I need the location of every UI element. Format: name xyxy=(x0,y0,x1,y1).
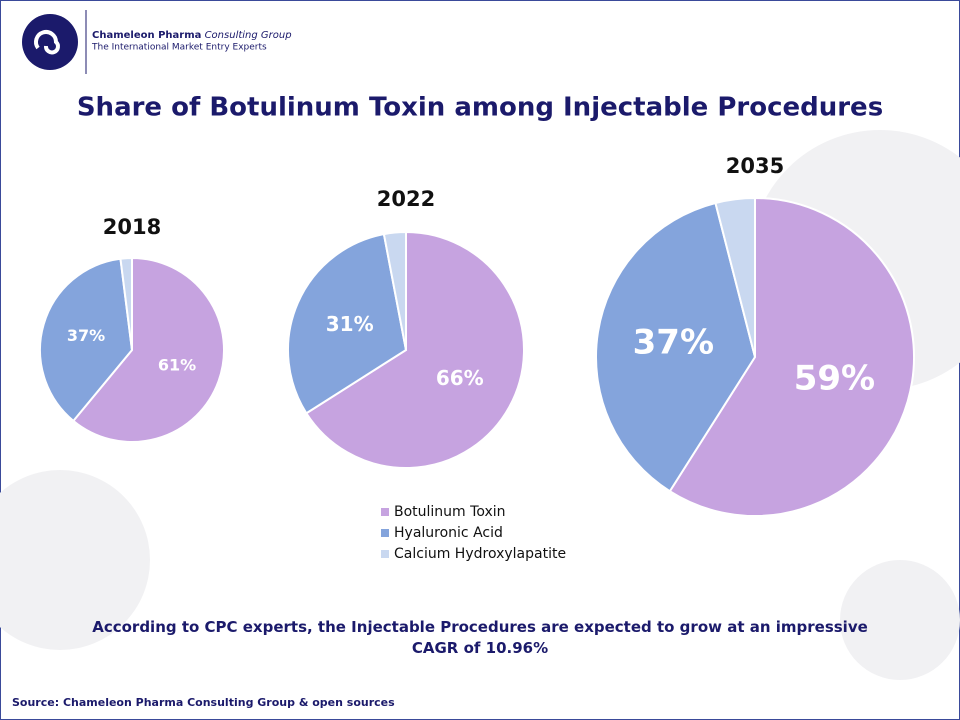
data-label: 37% xyxy=(633,323,714,363)
data-label: 61% xyxy=(158,356,196,375)
company-italic: Consulting Group xyxy=(205,30,292,41)
legend-swatch xyxy=(381,550,389,558)
pie-title: 2022 xyxy=(377,187,435,211)
pie-slice xyxy=(304,230,525,469)
pie-title: 2018 xyxy=(103,215,161,239)
pie-title: 2035 xyxy=(726,154,784,178)
pie-slice xyxy=(71,256,225,443)
data-label: 66% xyxy=(436,366,484,390)
data-label: 37% xyxy=(67,326,105,345)
pie-slice xyxy=(39,257,134,423)
pie-slice xyxy=(714,196,756,358)
company-bold: Chameleon Pharma xyxy=(92,30,201,41)
tagline: The International Market Entry Experts xyxy=(91,43,267,53)
pie-slice xyxy=(382,230,407,351)
pie-slice xyxy=(119,256,133,351)
legend-swatch xyxy=(381,529,389,537)
data-label: 31% xyxy=(326,312,374,336)
legend-label: Calcium Hydroxylapatite xyxy=(394,546,566,562)
logo xyxy=(22,10,87,74)
legend-label: Botulinum Toxin xyxy=(394,504,506,520)
source: Source: Chameleon Pharma Consulting Grou… xyxy=(12,696,395,709)
legend-swatch xyxy=(381,508,389,516)
data-label: 59% xyxy=(794,359,875,399)
legend-label: Hyaluronic Acid xyxy=(394,525,503,541)
note-line: According to CPC experts, the Injectable… xyxy=(92,618,868,636)
slide-title: Share of Botulinum Toxin among Injectabl… xyxy=(77,93,883,123)
pie-slice xyxy=(595,201,757,493)
note-line: CAGR of 10.96% xyxy=(412,639,548,657)
company: Chameleon Pharma Consulting Group xyxy=(92,30,292,41)
note: According to CPC experts, the Injectable… xyxy=(92,618,868,657)
pie-slice xyxy=(287,232,408,415)
pie-slice xyxy=(668,196,915,517)
